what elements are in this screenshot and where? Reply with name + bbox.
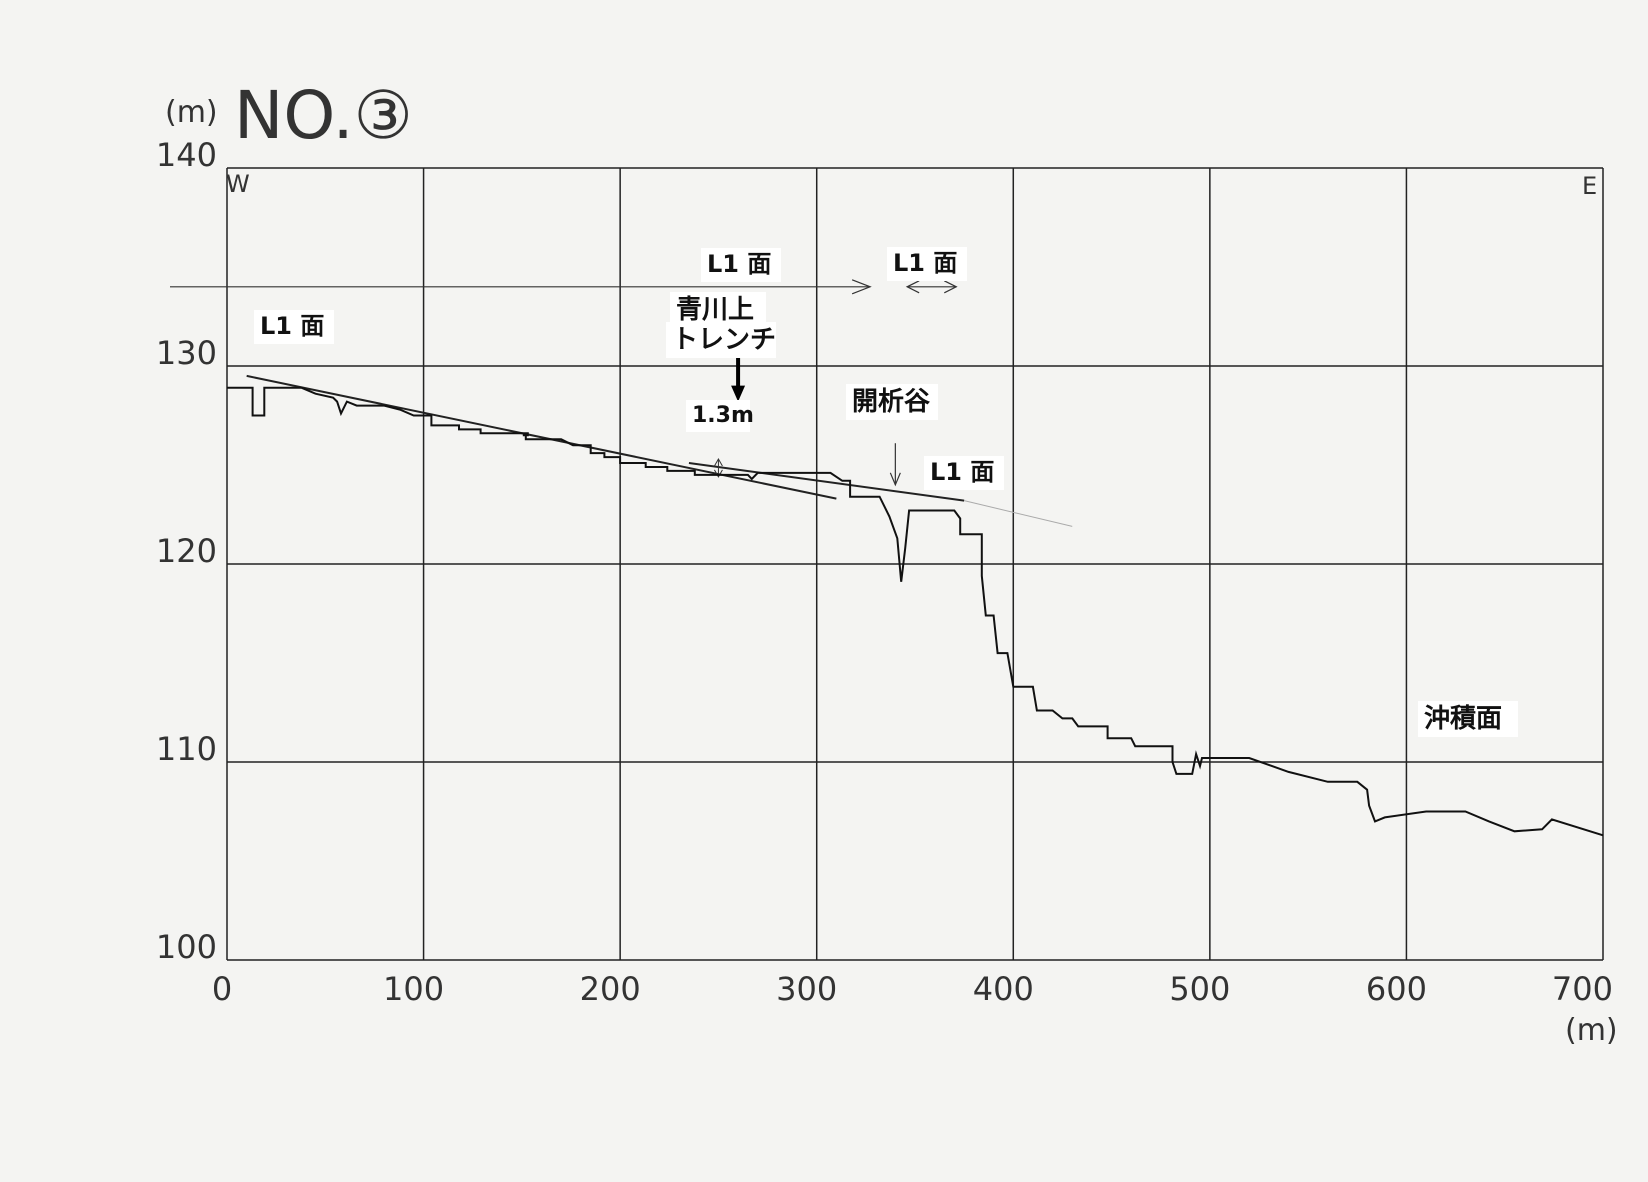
valley-label: 開析谷 bbox=[852, 387, 931, 417]
trench-label-line2-box bbox=[666, 322, 776, 358]
x-tick-label: 600 bbox=[1366, 970, 1427, 1008]
direction-west: W bbox=[226, 170, 250, 198]
l1-long-arrow-head bbox=[851, 279, 872, 295]
l1-label-top-right-box bbox=[887, 247, 967, 281]
x-tick-label: 400 bbox=[973, 970, 1034, 1008]
alluvial-label-box bbox=[1418, 701, 1518, 737]
lower-surface-line bbox=[246, 374, 837, 500]
x-axis-unit: (m) bbox=[1565, 1013, 1618, 1048]
l1-label-left: L1 面 bbox=[260, 312, 324, 340]
y-tick-label: 120 bbox=[156, 532, 217, 570]
chart-title: NO.③ bbox=[234, 77, 413, 154]
x-tick-label: 0 bbox=[212, 970, 232, 1008]
x-tick-label: 200 bbox=[580, 970, 641, 1008]
offset-arrow-heads bbox=[713, 458, 723, 478]
x-tick-label: 100 bbox=[383, 970, 444, 1008]
y-tick-label: 100 bbox=[156, 928, 217, 966]
trench-label-line1: 青川上 bbox=[676, 295, 754, 325]
y-tick-label: 140 bbox=[156, 136, 217, 174]
l1-double-arrow-heads bbox=[905, 280, 958, 294]
l1-label-top-center-box bbox=[701, 248, 781, 282]
valley-arrow-head bbox=[889, 472, 901, 487]
trench-label-line2: トレンチ bbox=[672, 325, 776, 355]
grid bbox=[226, 167, 1604, 961]
elevation-profile-line bbox=[227, 386, 1604, 837]
x-tick-label: 300 bbox=[776, 970, 837, 1008]
x-tick-label: 500 bbox=[1169, 970, 1230, 1008]
tick-labels: 0 100 200 300 400 500 600 700 100 110 120 130 140 bbox=[156, 136, 1613, 1008]
l1-label-top-center: L1 面 bbox=[707, 250, 771, 278]
y-tick-label: 130 bbox=[156, 334, 217, 372]
faint-extension-line bbox=[964, 500, 1073, 527]
offset-label-box bbox=[686, 400, 750, 432]
y-tick-label: 110 bbox=[156, 730, 217, 768]
upper-surface-line bbox=[688, 462, 965, 502]
l1-label-left-box bbox=[254, 310, 334, 344]
y-axis-unit: (m) bbox=[165, 95, 218, 130]
alluvial-label: 沖積面 bbox=[1424, 704, 1502, 734]
l1-label-middle: L1 面 bbox=[930, 458, 994, 486]
l1-label-top-right: L1 面 bbox=[893, 249, 957, 277]
annotation-lines bbox=[170, 279, 1073, 527]
valley-label-box bbox=[846, 384, 938, 420]
x-tick-label: 700 bbox=[1552, 970, 1613, 1008]
l1-label-middle-box bbox=[924, 456, 1004, 490]
direction-east: E bbox=[1582, 172, 1597, 200]
offset-label: 1.3m bbox=[692, 403, 754, 428]
trench-arrow-head bbox=[731, 385, 746, 402]
